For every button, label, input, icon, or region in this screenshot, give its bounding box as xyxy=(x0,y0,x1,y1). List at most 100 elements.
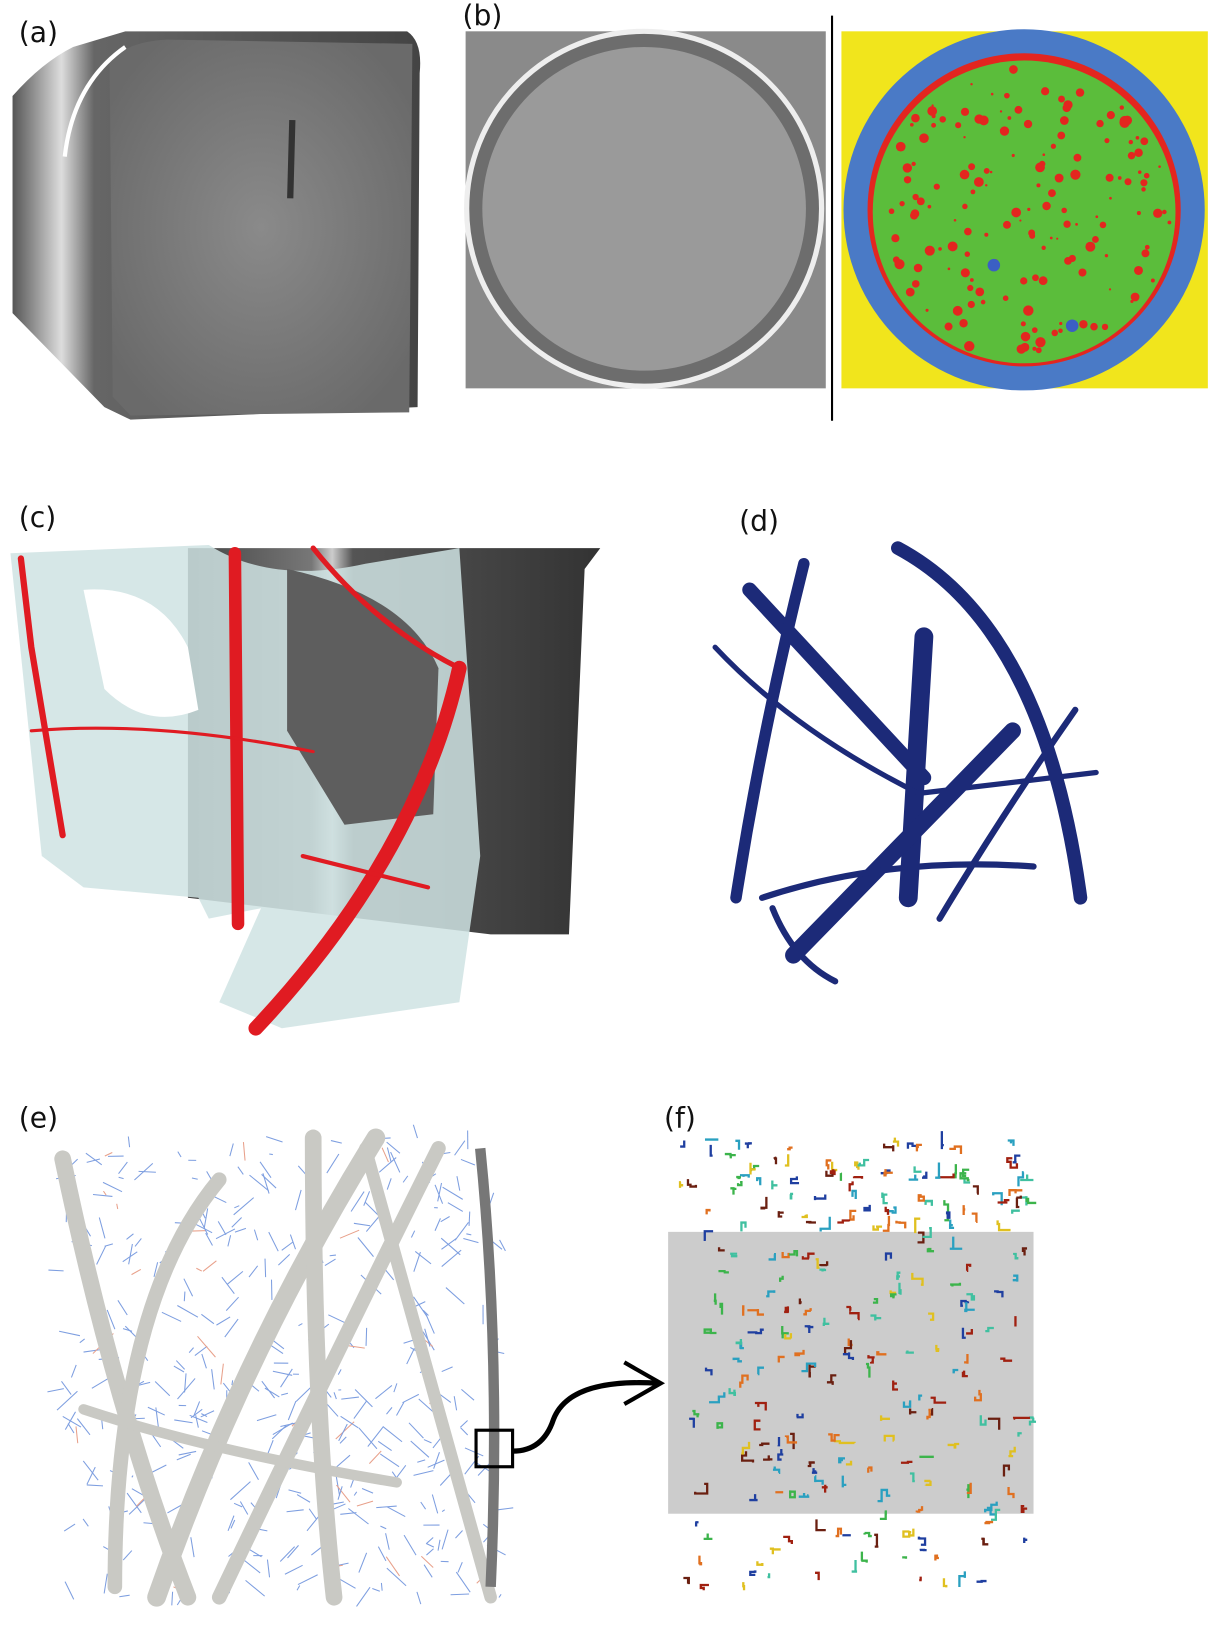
walk xyxy=(924,1199,933,1206)
walk xyxy=(966,1293,976,1301)
pore-blob xyxy=(912,193,919,201)
walk xyxy=(1008,1189,1023,1197)
walk xyxy=(1000,1357,1013,1362)
network-edge xyxy=(48,1269,64,1272)
walk xyxy=(870,1314,882,1321)
pore-blob xyxy=(1153,208,1163,218)
walk xyxy=(1012,1154,1021,1164)
network-edge xyxy=(365,1327,368,1346)
walk xyxy=(876,1351,887,1356)
network-edge xyxy=(221,1276,235,1295)
network-edge xyxy=(116,1203,119,1210)
pore-blob xyxy=(1002,295,1009,302)
pore-blob xyxy=(910,211,919,220)
walk xyxy=(730,1187,737,1195)
pore-blob xyxy=(947,267,951,271)
pore-blob xyxy=(1020,277,1028,285)
network-edge xyxy=(118,1161,128,1175)
walk xyxy=(985,1326,994,1333)
walk xyxy=(937,1173,955,1179)
walk xyxy=(819,1268,827,1272)
gap xyxy=(83,589,199,717)
pore-blob xyxy=(1035,162,1045,173)
pore-blob xyxy=(905,287,915,297)
network-edge xyxy=(445,1287,465,1305)
pore-blob xyxy=(1035,337,1046,348)
walk xyxy=(796,1413,804,1419)
walk xyxy=(813,1194,827,1201)
walk xyxy=(962,1205,966,1215)
walk xyxy=(992,1192,1003,1206)
panel-d: (d) xyxy=(712,504,1099,985)
panel-label: (a) xyxy=(19,16,58,49)
network-edge xyxy=(56,1390,78,1411)
pore-blob xyxy=(960,107,970,116)
network-edge xyxy=(329,1254,336,1257)
walk xyxy=(724,1152,736,1159)
pore-blob xyxy=(1127,151,1136,160)
network-edge xyxy=(261,1380,276,1399)
network-edge xyxy=(393,1383,398,1393)
pore-blob xyxy=(1078,268,1087,277)
pore-blob xyxy=(1106,111,1115,120)
network-edge xyxy=(437,1182,443,1202)
network-edge xyxy=(85,1152,103,1166)
network-edge xyxy=(460,1420,468,1428)
network-edge xyxy=(92,1193,113,1197)
pore-blob xyxy=(1092,236,1099,243)
pore-blob xyxy=(980,299,986,305)
network-edge xyxy=(62,1416,82,1428)
pore-blob xyxy=(1134,148,1143,157)
walk xyxy=(991,1508,1001,1521)
network-edge xyxy=(230,1481,251,1501)
walk xyxy=(949,1145,963,1154)
network-edge xyxy=(284,1564,303,1575)
network-edge xyxy=(248,1462,259,1480)
network-edge xyxy=(86,1158,101,1163)
network-edge xyxy=(253,1229,259,1241)
walk xyxy=(961,1327,966,1339)
walk xyxy=(1011,1209,1020,1214)
pore-blob xyxy=(1079,320,1088,329)
network-edge xyxy=(278,1253,291,1266)
network-edge xyxy=(354,1389,373,1408)
walk xyxy=(930,1407,934,1416)
pore-blob xyxy=(1096,119,1104,128)
network-edge xyxy=(353,1400,368,1419)
network-edge xyxy=(194,1223,213,1234)
walk xyxy=(996,1220,1011,1232)
network-edge xyxy=(326,1153,340,1174)
walk xyxy=(905,1350,914,1354)
network-edge xyxy=(441,1366,453,1373)
network-edge xyxy=(220,1363,224,1385)
network-edge xyxy=(190,1408,203,1419)
walk xyxy=(867,1466,873,1473)
network-edge xyxy=(103,1190,107,1196)
network-edge xyxy=(358,1552,368,1573)
walk xyxy=(830,1161,838,1172)
network-edge xyxy=(86,1484,104,1487)
pore-blob xyxy=(1009,65,1018,74)
network-edge xyxy=(381,1147,389,1163)
network-edge xyxy=(380,1525,387,1530)
pore-blob xyxy=(1016,344,1026,354)
network-edge xyxy=(454,1140,466,1156)
walk xyxy=(860,1551,868,1563)
network-edge xyxy=(420,1555,434,1568)
walk xyxy=(895,1220,907,1229)
walk xyxy=(863,1531,872,1538)
walk xyxy=(915,1506,924,1513)
walk xyxy=(819,1261,829,1267)
walk xyxy=(716,1422,724,1429)
walk xyxy=(794,1349,805,1357)
network-edge xyxy=(441,1509,446,1512)
walk xyxy=(922,1171,928,1179)
walk xyxy=(703,1230,714,1242)
walk xyxy=(994,1290,1004,1298)
network-edge xyxy=(176,1453,191,1461)
walk xyxy=(972,1185,979,1195)
network-edge xyxy=(357,1237,374,1257)
pore-blob xyxy=(899,200,905,207)
pore-blob xyxy=(1085,241,1096,252)
pore-blob xyxy=(1162,209,1167,215)
